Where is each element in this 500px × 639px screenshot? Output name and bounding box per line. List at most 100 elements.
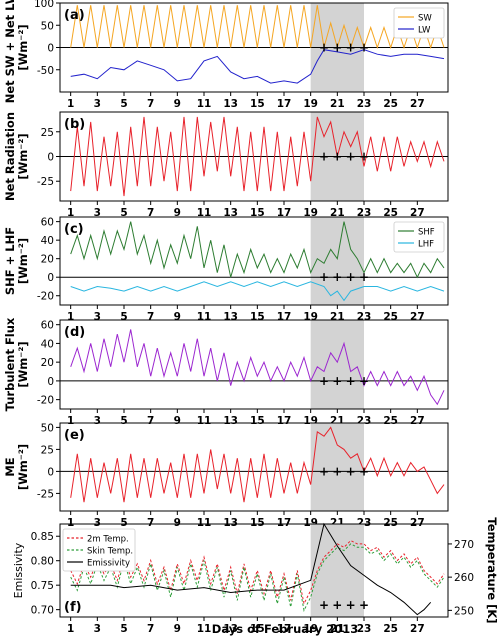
plot-frame xyxy=(59,523,449,618)
x-tick-label: 21 xyxy=(330,623,345,635)
series-line-lw xyxy=(70,49,445,84)
plus-marker: + xyxy=(319,270,329,284)
series-line-skin-temp- xyxy=(70,543,445,612)
x-tick-label: 25 xyxy=(383,415,398,427)
plot-frame xyxy=(59,319,449,410)
plot-frame xyxy=(59,422,449,512)
x-tick-label: 9 xyxy=(174,311,181,323)
x-tick-label: 1 xyxy=(67,311,74,323)
y-axis-label: Emissivity xyxy=(12,542,25,598)
x-tick-label: 1 xyxy=(67,415,74,427)
x-tick-label: 17 xyxy=(277,311,292,323)
plus-marker: + xyxy=(332,270,342,284)
plus-marker: + xyxy=(359,598,369,612)
x-tick-label: 15 xyxy=(250,207,265,219)
x-tick-label: 23 xyxy=(357,98,372,110)
shaded-period xyxy=(310,524,364,617)
y-tick-label: 0.70 xyxy=(31,605,54,617)
plus-marker: + xyxy=(346,150,356,164)
x-tick-label: 27 xyxy=(410,98,425,110)
legend-box xyxy=(393,7,445,39)
y-tick-label: 60 xyxy=(41,217,54,229)
y-right-tick-label: 260 xyxy=(454,572,474,584)
plus-marker: + xyxy=(332,464,342,478)
y-axis-label: [Wm⁻²] xyxy=(16,444,30,490)
x-tick-label: 15 xyxy=(250,623,265,635)
plus-marker: + xyxy=(359,150,369,164)
x-tick-label: 5 xyxy=(120,311,127,323)
x-tick-label: 7 xyxy=(147,517,154,529)
legend-label: LHF xyxy=(418,240,434,250)
y-tick-label: 40 xyxy=(41,338,54,350)
y-tick-label: 0.75 xyxy=(31,580,54,592)
plus-marker: + xyxy=(346,270,356,284)
x-tick-label: 3 xyxy=(94,311,101,323)
y-tick-label: 25 xyxy=(41,127,54,139)
y-axis-label: SHF + LHF xyxy=(3,227,17,295)
y-tick-label: -20 xyxy=(37,291,54,303)
x-tick-label: 25 xyxy=(383,623,398,635)
x-tick-label: 1 xyxy=(67,517,74,529)
x-tick-label: 3 xyxy=(94,517,101,529)
legend-label: Skin Temp. xyxy=(87,547,133,557)
series-line-sw xyxy=(70,5,445,50)
panel-label: (a) xyxy=(64,8,85,23)
plus-marker: + xyxy=(346,598,356,612)
x-tick-label: 25 xyxy=(383,311,398,323)
x-tick-label: 5 xyxy=(120,517,127,529)
x-tick-label: 15 xyxy=(250,98,265,110)
x-tick-label: 27 xyxy=(410,311,425,323)
x-tick-label: 3 xyxy=(94,623,101,635)
x-tick-label: 25 xyxy=(383,207,398,219)
legend-box xyxy=(393,221,445,253)
x-tick-label: 5 xyxy=(120,415,127,427)
plus-marker: + xyxy=(346,374,356,388)
x-tick-label: 5 xyxy=(120,207,127,219)
x-tick-label: 21 xyxy=(330,207,345,219)
x-tick-label: 9 xyxy=(174,517,181,529)
x-tick-label: 13 xyxy=(223,98,238,110)
series-line-0 xyxy=(70,426,445,503)
x-tick-label: 27 xyxy=(410,517,425,529)
legend-label: SHF xyxy=(418,228,435,238)
x-tick-label: 9 xyxy=(174,207,181,219)
x-tick-label: 7 xyxy=(147,415,154,427)
plus-marker: + xyxy=(319,598,329,612)
x-tick-label: 3 xyxy=(94,98,101,110)
x-tick-label: 11 xyxy=(197,517,212,529)
plus-marker: + xyxy=(359,374,369,388)
x-tick-label: 27 xyxy=(410,207,425,219)
x-tick-label: 13 xyxy=(223,311,238,323)
plus-marker: + xyxy=(319,464,329,478)
plus-marker: + xyxy=(359,270,369,284)
x-tick-label: 11 xyxy=(197,415,212,427)
series-line-0 xyxy=(70,116,445,197)
y-tick-label: 50 xyxy=(41,20,54,32)
y-tick-label: 20 xyxy=(41,357,54,369)
y-axis-label: ME xyxy=(3,457,17,476)
x-tick-label: 17 xyxy=(277,415,292,427)
legend-label: 2m Temp. xyxy=(87,535,129,545)
x-tick-label: 5 xyxy=(120,98,127,110)
series-line-0 xyxy=(70,329,445,406)
x-tick-label: 7 xyxy=(147,623,154,635)
x-tick-label: 1 xyxy=(67,98,74,110)
y-axis-label: [Wm⁻²] xyxy=(16,341,30,387)
plus-marker: + xyxy=(319,150,329,164)
y-tick-label: 100 xyxy=(34,0,54,10)
x-tick-label: 3 xyxy=(94,207,101,219)
plus-marker: + xyxy=(332,41,342,55)
y-tick-label: 25 xyxy=(41,444,54,456)
y-axis-label: [Wm⁻²] xyxy=(16,238,30,284)
y-tick-label: 0.80 xyxy=(31,556,54,568)
x-tick-label: 9 xyxy=(174,415,181,427)
y-tick-label: 0 xyxy=(47,152,54,164)
y-tick-label: 50 xyxy=(41,422,54,434)
x-tick-label: 27 xyxy=(410,415,425,427)
x-tick-label: 7 xyxy=(147,207,154,219)
y-right-tick-label: 250 xyxy=(454,605,474,617)
plus-marker: + xyxy=(332,598,342,612)
